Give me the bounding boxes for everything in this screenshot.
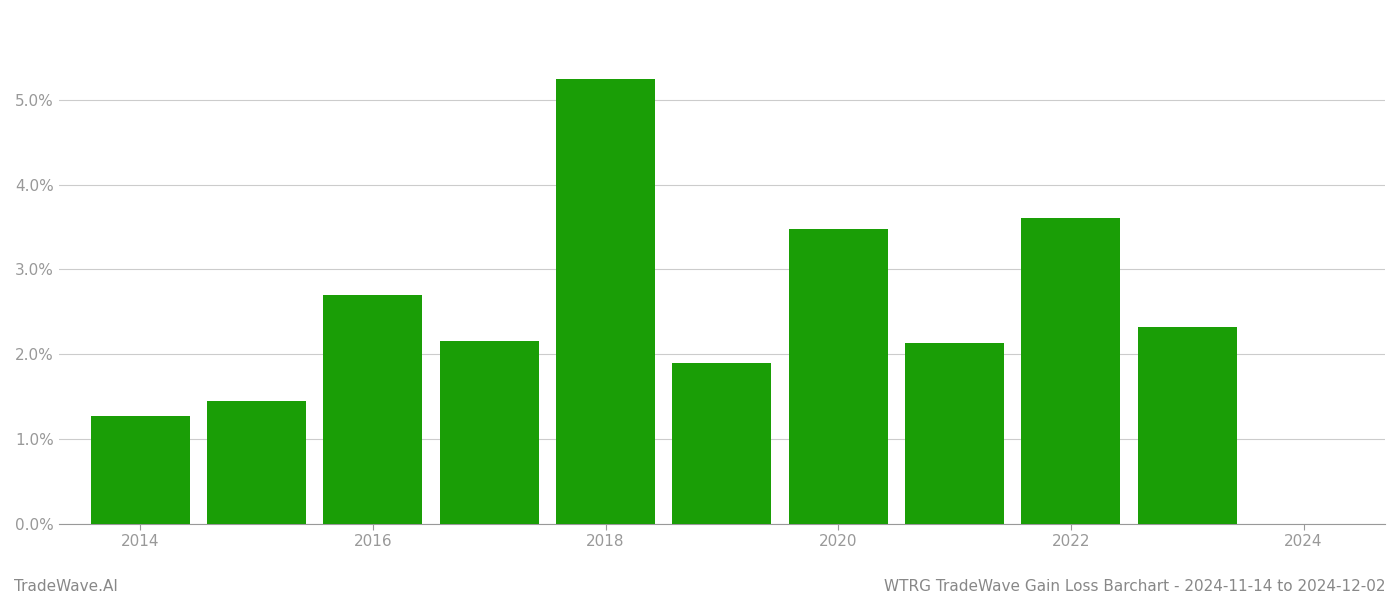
Bar	[91, 416, 189, 524]
Text: TradeWave.AI: TradeWave.AI	[14, 579, 118, 594]
Bar	[788, 229, 888, 524]
Bar	[1138, 327, 1236, 524]
Bar	[906, 343, 1004, 524]
Bar	[207, 401, 307, 524]
Bar	[440, 341, 539, 524]
Bar	[1022, 218, 1120, 524]
Bar	[323, 295, 423, 524]
Text: WTRG TradeWave Gain Loss Barchart - 2024-11-14 to 2024-12-02: WTRG TradeWave Gain Loss Barchart - 2024…	[885, 579, 1386, 594]
Bar	[672, 362, 771, 524]
Bar	[556, 79, 655, 524]
